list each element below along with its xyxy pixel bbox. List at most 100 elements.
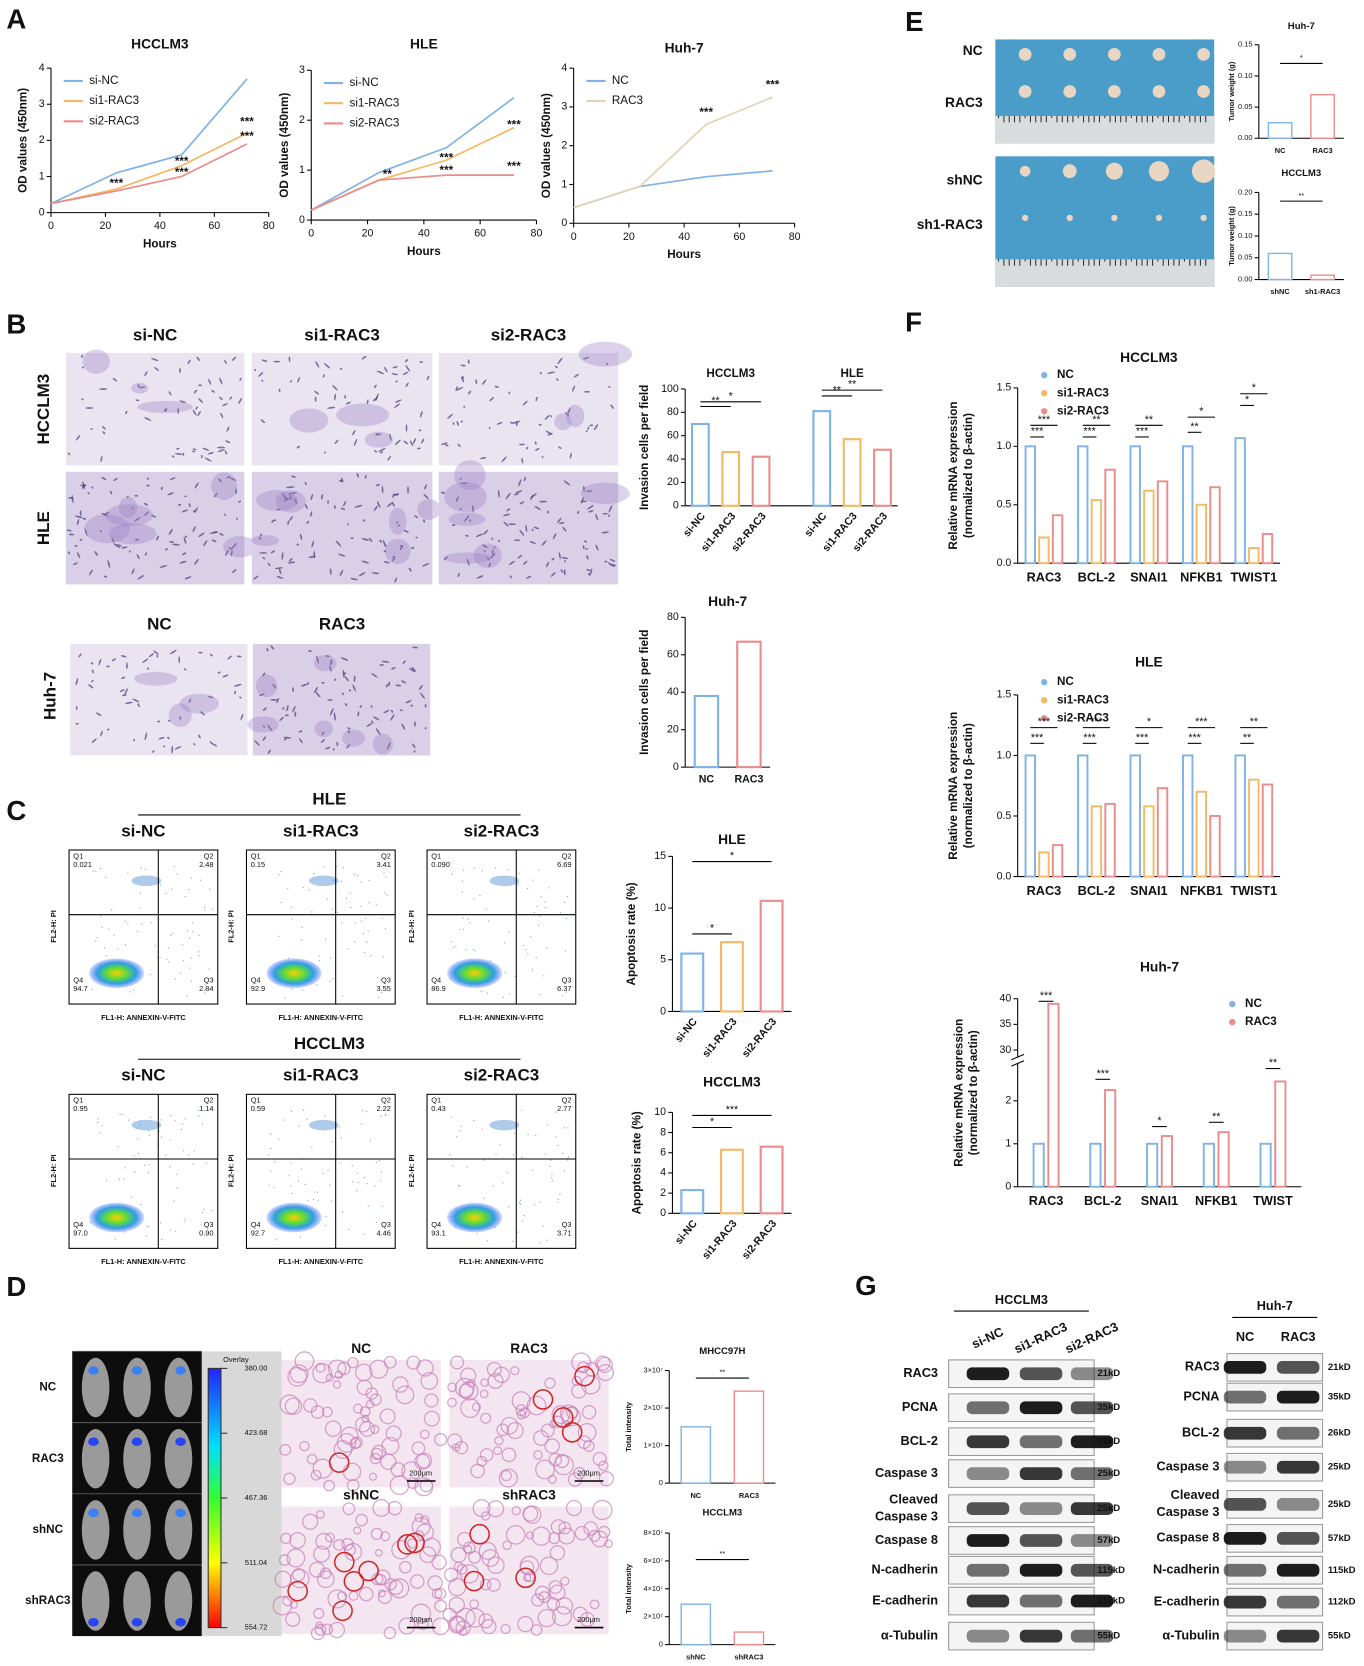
label: *** [1031,425,1043,437]
label: *** [175,155,189,168]
band [966,1594,1010,1608]
metastasis-marker [532,1389,554,1410]
bar [1090,499,1103,565]
cell [253,575,259,580]
label: 0.090 [431,860,450,869]
label: 0 [660,1207,666,1219]
event [147,1171,150,1174]
label: 80 [263,220,275,232]
event [458,1185,460,1187]
alveolus [410,1603,432,1624]
event [330,957,332,959]
label: Huh-7 [708,594,747,609]
bar [1209,815,1221,878]
alveolus [316,1570,335,1589]
event-cluster [447,1202,503,1233]
event [531,1169,534,1172]
alveolus [530,1624,543,1636]
cell [90,662,94,665]
cell [84,528,88,536]
legend-swatch [1041,678,1048,686]
event [340,1137,342,1139]
cell [157,720,161,723]
cell [124,688,128,695]
cell [174,453,183,455]
alveolus [517,1615,534,1633]
event [124,1167,126,1169]
label: ** [711,395,719,407]
label: 60 [474,228,486,240]
cell [341,692,344,696]
cell [494,385,500,388]
event [512,1240,514,1243]
bar [1209,486,1221,565]
cell [231,356,237,361]
label: Caspase 3 [875,1465,938,1480]
cell [208,378,212,385]
label: 6.69 [557,860,571,869]
event [456,1136,458,1138]
event [360,920,363,922]
alveolus [353,1526,362,1535]
cell [107,559,111,568]
cell [394,439,401,446]
cell [192,448,197,451]
label: *** [766,79,780,92]
event [159,1222,162,1224]
bar [1310,93,1335,139]
label: 1.5 [997,382,1012,394]
cell [106,728,110,731]
label: ** [1269,1057,1277,1069]
event [555,1111,557,1113]
cell [209,741,213,745]
event [381,1205,383,1207]
label: * [730,850,734,862]
event [322,1172,324,1174]
event [361,1109,364,1112]
label: HLE [312,790,346,809]
cell [481,379,487,385]
cell [152,750,155,753]
alveolus [419,1429,430,1440]
cell [207,452,214,455]
cell [382,539,386,547]
signal [131,1618,143,1627]
cell [562,526,567,532]
axis-break [1011,1057,1025,1064]
stain [443,552,492,564]
cell [608,386,611,388]
cell [605,362,609,365]
event [517,883,519,885]
cell [131,568,135,575]
cell [565,412,570,417]
alveolus [409,1574,425,1589]
alveolus [365,1399,375,1409]
label: si1-RAC3 [1057,386,1109,399]
event [555,1136,557,1138]
event [198,1115,200,1117]
cell [67,452,71,456]
cell [76,519,80,526]
cell [354,504,363,508]
alveolus [544,1438,560,1454]
bar [1032,1142,1045,1188]
alveolus [374,1573,387,1586]
label: 10 [654,1106,666,1118]
line-series [310,97,515,211]
cell [194,558,199,565]
cell [383,366,388,373]
cell [143,502,149,506]
alveolus [487,1372,504,1389]
alveolus [289,1532,306,1549]
event [192,1163,194,1165]
label: si1-RAC3 [1012,1319,1070,1357]
label: ** [719,1368,725,1377]
alveolus [303,1398,318,1413]
cell [153,650,159,655]
label: HCCLM3 [1120,350,1178,365]
cell [95,712,102,716]
cell [217,449,225,453]
cell [182,552,187,556]
bar [680,1189,705,1215]
label: TWIST1 [1230,569,1277,584]
